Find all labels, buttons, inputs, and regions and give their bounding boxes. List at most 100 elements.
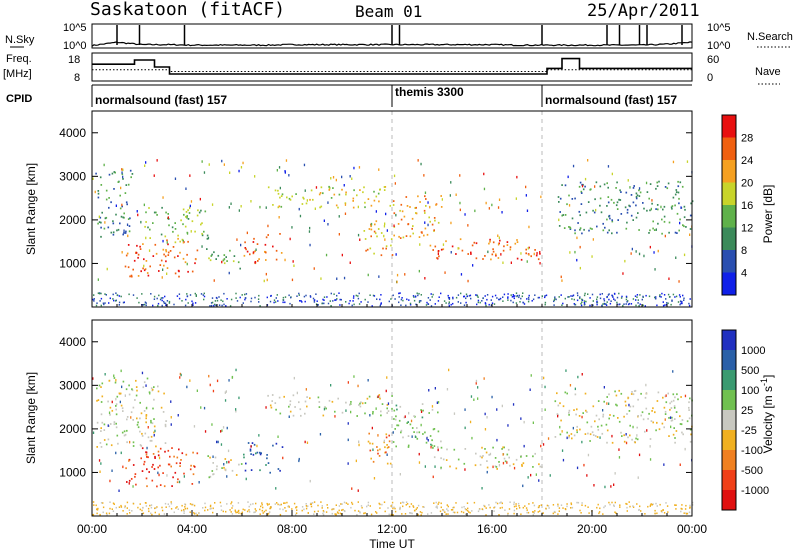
data-cell	[660, 510, 663, 512]
data-cell	[323, 296, 326, 298]
data-cell	[378, 168, 380, 171]
data-cell	[288, 174, 290, 177]
data-cell	[355, 459, 357, 463]
data-cell	[425, 304, 428, 306]
data-cell	[597, 425, 599, 428]
data-cell	[545, 507, 547, 510]
data-cell	[654, 411, 656, 414]
data-cell	[412, 295, 415, 297]
data-cell	[387, 446, 390, 448]
data-cell	[165, 211, 167, 214]
data-cell	[305, 202, 308, 205]
data-cell	[240, 205, 242, 208]
data-cell	[446, 504, 448, 506]
data-cell	[254, 250, 256, 253]
data-cell	[539, 510, 541, 512]
data-cell	[625, 227, 628, 230]
data-cell	[670, 206, 673, 209]
data-cell	[331, 512, 333, 515]
data-cell	[516, 175, 518, 179]
data-cell	[121, 203, 123, 207]
data-cell	[408, 505, 411, 508]
colorbar-tick: 500	[741, 365, 759, 377]
data-cell	[154, 457, 156, 459]
data-cell	[383, 234, 385, 238]
data-cell	[128, 459, 130, 462]
data-cell	[661, 422, 664, 425]
data-cell	[625, 502, 627, 505]
data-cell	[189, 204, 191, 208]
cpid-segment-label: themis 3300	[395, 85, 464, 99]
data-cell	[562, 405, 565, 408]
data-cell	[520, 258, 523, 261]
data-cell	[638, 509, 640, 511]
data-cell	[112, 233, 115, 236]
data-cell	[139, 444, 142, 446]
data-cell	[155, 252, 158, 255]
data-cell	[507, 296, 509, 298]
data-cell	[626, 221, 628, 224]
data-cell	[440, 502, 442, 505]
data-cell	[96, 446, 98, 448]
data-cell	[165, 420, 167, 422]
data-cell	[626, 211, 629, 214]
data-cell	[279, 513, 282, 516]
data-cell	[508, 508, 511, 510]
data-cell	[455, 467, 458, 470]
colorbar-frame	[721, 114, 737, 296]
data-cell	[663, 294, 666, 296]
data-cell	[136, 297, 138, 299]
data-cell	[373, 199, 376, 202]
data-cell	[637, 302, 639, 304]
data-cell	[649, 445, 651, 448]
data-cell	[497, 257, 500, 259]
data-cell	[603, 506, 605, 509]
data-cell	[613, 505, 615, 507]
data-cell	[244, 293, 246, 296]
data-cell	[357, 295, 359, 297]
data-cell	[127, 183, 130, 186]
data-cell	[147, 456, 149, 459]
data-cell	[558, 507, 561, 509]
data-cell	[674, 231, 677, 234]
data-cell	[664, 304, 666, 306]
data-cell	[207, 509, 209, 511]
data-cell	[489, 240, 491, 243]
data-cell	[691, 504, 694, 506]
data-cell	[507, 299, 509, 301]
data-cell	[646, 429, 648, 432]
data-cell	[108, 302, 110, 304]
data-cell	[559, 211, 561, 213]
data-cell	[465, 293, 468, 296]
data-cell	[177, 478, 179, 481]
data-cell	[220, 299, 222, 301]
data-cell	[211, 470, 214, 472]
data-cell	[347, 503, 349, 505]
data-cell	[528, 246, 530, 249]
data-cell	[316, 300, 318, 302]
data-cell	[270, 294, 272, 297]
data-cell	[527, 247, 529, 250]
data-cell	[299, 300, 301, 302]
data-cell	[180, 459, 182, 461]
data-cell	[636, 194, 639, 197]
data-cell	[471, 510, 473, 512]
data-cell	[274, 301, 277, 303]
colorbar-swatch	[722, 182, 736, 206]
data-cell	[569, 227, 572, 230]
data-cell	[683, 216, 686, 219]
data-cell	[571, 198, 574, 200]
data-cell	[105, 189, 108, 192]
data-cell	[644, 513, 646, 515]
data-cell	[142, 512, 145, 515]
data-cell	[670, 407, 673, 409]
data-cell	[683, 205, 686, 208]
data-cell	[179, 240, 181, 243]
data-cell	[351, 503, 354, 505]
data-cell	[166, 272, 168, 275]
data-cell	[248, 509, 250, 511]
data-cell	[568, 434, 570, 437]
data-cell	[573, 298, 575, 301]
data-cell	[412, 225, 414, 227]
data-cell	[210, 302, 213, 304]
